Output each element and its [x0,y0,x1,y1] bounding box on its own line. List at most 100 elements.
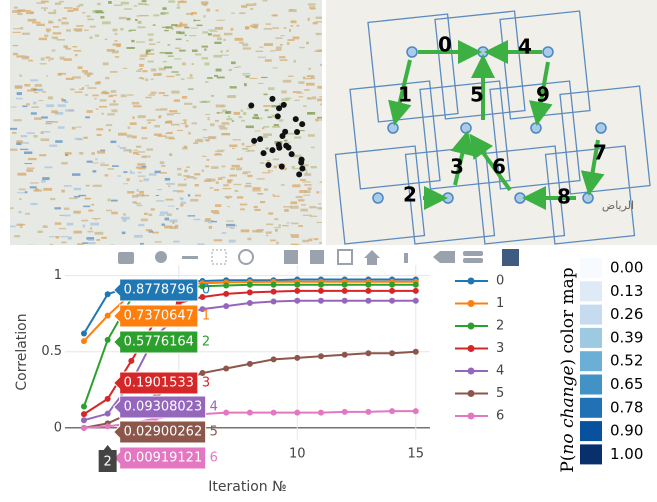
texture-speck [231,13,234,14]
texture-speck [105,77,109,79]
zoom-out-icon[interactable] [310,250,324,264]
texture-speck [164,30,168,31]
texture-speck [280,44,283,46]
spike-icon[interactable] [404,253,408,263]
texture-speck [215,204,221,207]
texture-speck [130,122,137,125]
texture-speck [137,151,145,152]
tree [296,171,302,177]
legend-label[interactable]: 5 [496,386,504,401]
texture-speck [113,100,116,102]
texture-speck [204,62,209,65]
texture-speck [165,121,167,123]
texture-speck [268,116,272,118]
texture-speck [43,131,50,132]
texture-speck [33,102,36,105]
texture-speck [281,184,285,186]
texture-speck [241,120,245,122]
texture-speck [187,77,193,78]
texture-speck [155,241,162,242]
texture-speck [282,225,289,226]
legend-label[interactable]: 0 [496,274,504,289]
colormap-title: P(no change) color map [558,267,578,472]
texture-speck [10,128,17,130]
texture-speck [274,218,278,220]
texture-speck [257,178,265,179]
legend-label[interactable]: 1 [496,296,504,311]
toolbar [118,249,519,266]
texture-speck [55,140,62,143]
texture-speck [303,78,311,79]
texture-speck [290,201,297,204]
texture-speck [226,118,232,120]
legend-marker [468,345,475,352]
texture-speck [13,53,18,55]
texture-speck [41,131,44,133]
camera-icon[interactable] [118,252,134,264]
select-icon[interactable] [212,250,226,264]
texture-speck [64,208,69,210]
texture-speck [287,42,290,45]
texture-speck [268,87,274,90]
legend-label[interactable]: 6 [496,409,504,424]
zoom-icon[interactable] [155,251,167,263]
color-swatch [580,421,602,441]
texture-speck [165,218,169,221]
texture-speck [243,171,251,172]
texture-speck [302,181,311,182]
texture-speck [268,212,273,214]
texture-speck [42,177,49,180]
texture-speck [38,89,44,92]
data-point [81,425,87,431]
texture-speck [91,204,94,206]
legend-label[interactable]: 3 [496,341,504,356]
texture-speck [177,168,181,170]
texture-speck [92,152,95,155]
texture-speck [182,96,187,99]
pan-icon[interactable] [182,256,198,259]
legend-label[interactable]: 2 [496,319,504,334]
texture-speck [165,133,172,134]
hover-closest-icon[interactable] [433,251,455,263]
texture-speck [92,170,96,172]
plotly-logo[interactable] [502,249,519,266]
texture-speck [106,124,112,126]
hover-x-label: 2 [104,455,112,470]
texture-speck [79,153,82,154]
texture-speck [314,51,320,52]
texture-speck [317,222,325,223]
texture-speck [87,19,93,20]
texture-speck [228,206,230,207]
autoscale-icon[interactable] [338,250,352,264]
y-tick-label: 0 [54,420,62,435]
texture-speck [271,170,273,171]
texture-speck [192,122,198,124]
texture-speck [138,21,142,23]
texture-speck [246,125,254,128]
zoom-in-icon[interactable] [284,250,298,264]
texture-speck [284,140,288,142]
texture-speck [241,110,244,112]
texture-speck [167,214,172,216]
texture-speck [123,171,127,173]
reset-icon[interactable] [364,250,380,265]
texture-speck [72,46,77,47]
texture-speck [197,139,201,141]
texture-speck [242,148,248,150]
texture-speck [303,195,310,196]
legend-label[interactable]: 4 [496,364,504,379]
texture-speck [58,19,62,21]
lasso-icon[interactable] [239,250,253,264]
texture-speck [81,220,88,222]
data-point [81,330,87,336]
data-point [318,353,324,359]
texture-speck [229,240,236,243]
tree [276,145,282,151]
texture-speck [226,220,234,221]
texture-speck [145,78,148,81]
texture-speck [166,199,174,201]
hover-compare-icon[interactable] [463,258,483,263]
texture-speck [64,58,72,60]
texture-speck [87,231,93,233]
texture-speck [292,168,300,169]
